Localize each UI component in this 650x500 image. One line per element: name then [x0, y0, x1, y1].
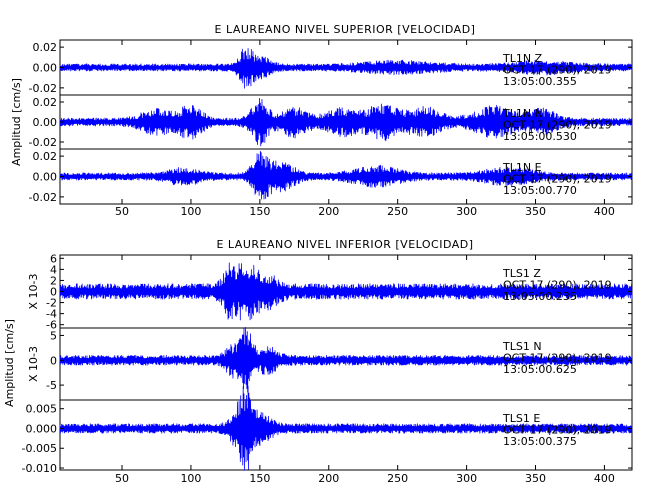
waveform-tl1n-e — [59, 150, 633, 200]
x-tick-label: 250 — [387, 205, 408, 218]
y-tick-label: 4 — [50, 263, 57, 276]
station-info-line: TL1N E — [502, 161, 542, 174]
waveform-tls1-n — [59, 326, 633, 393]
y-tick-label: 6 — [50, 252, 57, 265]
lower-group-ylabel: Amplitud [cm/s] — [3, 319, 16, 407]
x-tick-label: 50 — [115, 205, 129, 218]
x-tick-label: 300 — [456, 205, 477, 218]
x-tick-label: 150 — [249, 472, 270, 485]
x-tick-label: 300 — [456, 472, 477, 485]
y-tick-label: 0 — [50, 286, 57, 299]
y-tick-label: -0.02 — [29, 191, 57, 204]
y-tick-label: 0.00 — [33, 62, 58, 75]
station-info-line: OCT 17 (290), 2019 — [503, 279, 612, 292]
station-info-line: TLS1 N — [502, 340, 542, 353]
x-tick-label: 50 — [115, 472, 129, 485]
y-tick-label: -2 — [46, 297, 57, 310]
waveform-tls1-z — [59, 262, 633, 321]
x-tick-label: 350 — [525, 472, 546, 485]
station-info-line: 13:05:00.355 — [503, 75, 577, 88]
waveform-tl1n-z — [59, 48, 633, 89]
y-tick-label: -6 — [46, 319, 57, 332]
station-info-line: OCT 17 (290), 2019 — [503, 64, 612, 77]
station-info-line: 13:05:00.625 — [503, 363, 577, 376]
station-info-line: 13:05:00.770 — [503, 184, 577, 197]
y-tick-label: 0.00 — [33, 171, 58, 184]
panel-frame — [59, 399, 633, 471]
station-info-line: OCT 17 (290), 2019 — [503, 352, 612, 365]
x-tick-label: 400 — [594, 205, 615, 218]
x-tick-label: 100 — [180, 472, 201, 485]
y-tick-label: 0.005 — [26, 403, 58, 416]
y-tick-label: 0.02 — [33, 96, 58, 109]
upper-group-title: E LAUREANO NIVEL SUPERIOR [VELOCIDAD] — [215, 23, 476, 36]
station-info-line: TLS1 E — [502, 412, 540, 425]
y-tick-label: 0.02 — [33, 41, 58, 54]
y-tick-label: -4 — [46, 308, 57, 321]
x-tick-label: 350 — [525, 205, 546, 218]
y-tick-label: -0.005 — [22, 442, 57, 455]
station-info-line: TLS1 Z — [502, 267, 541, 280]
y-tick-label: 0.00 — [33, 116, 58, 129]
x-tick-label: 150 — [249, 205, 270, 218]
y-tick-label: -0.02 — [29, 136, 57, 149]
station-info-line: OCT 17 (290), 2019 — [503, 173, 612, 186]
y-tick-label: -0.010 — [22, 462, 57, 475]
station-info-line: TL1N Z — [502, 52, 543, 65]
station-info-line: OCT 17 (290), 2019 — [503, 424, 612, 437]
scale-label: X 10-3 — [27, 274, 40, 310]
waveform-tl1n-n — [59, 98, 633, 147]
y-tick-label: 0.02 — [33, 150, 58, 163]
x-tick-label: 400 — [594, 472, 615, 485]
station-info-line: TL1N N — [502, 107, 543, 120]
x-tick-label: 250 — [387, 472, 408, 485]
lower-group-title: E LAUREANO NIVEL INFERIOR [VELOCIDAD] — [216, 238, 473, 251]
x-tick-label: 200 — [318, 205, 339, 218]
y-tick-label: 0.000 — [26, 422, 58, 435]
station-info-line: 13:05:00.375 — [503, 435, 577, 448]
waveform-tls1-e — [59, 385, 633, 471]
upper-group-ylabel: Amplitud [cm/s] — [10, 78, 23, 166]
station-info-line: 13:05:00.530 — [503, 130, 577, 143]
station-info-line: 13:05:00.235 — [503, 290, 577, 303]
y-tick-label: -5 — [46, 379, 57, 392]
y-tick-label: 5 — [50, 329, 57, 342]
lower-level-group: E LAUREANO NIVEL INFERIOR [VELOCIDAD] Am… — [3, 238, 633, 485]
station-info-line: OCT 17 (290), 2019 — [503, 119, 612, 132]
y-tick-label: 0 — [50, 354, 57, 367]
y-tick-label: 2 — [50, 274, 57, 287]
x-tick-label: 100 — [180, 205, 201, 218]
upper-level-group: E LAUREANO NIVEL SUPERIOR [VELOCIDAD] Am… — [10, 23, 633, 218]
y-tick-label: -0.02 — [29, 82, 57, 95]
scale-label: X 10-3 — [27, 346, 40, 382]
x-tick-label: 200 — [318, 472, 339, 485]
